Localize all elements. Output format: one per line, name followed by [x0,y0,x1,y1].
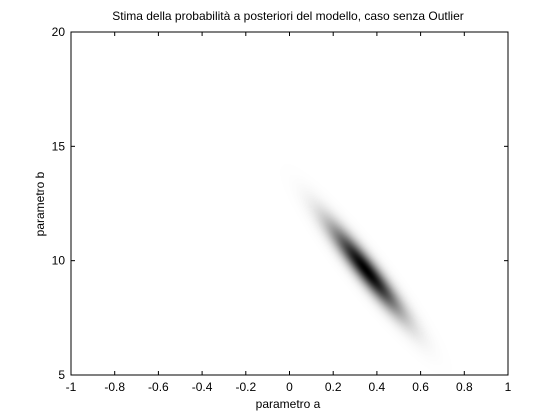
x-tick-label: 0.8 [456,380,473,394]
x-axis-label: parametro a [256,397,321,411]
y-tick-label: 10 [52,254,66,268]
x-tick-label: -0.4 [192,380,213,394]
y-tick-label: 15 [52,139,66,153]
y-axis-label: parametro b [33,171,47,236]
chart-title: Stima della probabilità a posteriori del… [112,9,464,23]
x-tick-label: 1 [505,380,512,394]
y-axis-ticks: 5 10 15 20 [52,25,508,382]
density-image [71,32,508,375]
x-tick-label: 0.2 [325,380,342,394]
y-tick-label: 5 [58,368,65,382]
y-tick-label: 20 [52,25,66,39]
x-tick-label: -0.6 [148,380,169,394]
x-axis-ticks: -1 -0.8 -0.6 -0.4 -0.2 0 0.2 0.4 0.6 0.8 1 [66,32,512,394]
x-tick-label: 0.4 [369,380,386,394]
x-tick-label: -0.2 [235,380,256,394]
x-tick-label: 0.6 [412,380,429,394]
x-tick-label: -0.8 [104,380,125,394]
x-tick-label: -1 [66,380,77,394]
x-tick-label: 0 [286,380,293,394]
density-heatmap [71,32,508,375]
